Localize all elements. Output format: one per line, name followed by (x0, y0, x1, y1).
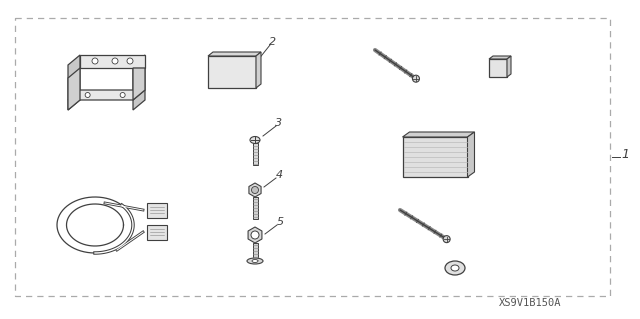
Bar (253, 197, 257, 219)
Polygon shape (256, 52, 261, 88)
Text: 4: 4 (275, 170, 283, 180)
Text: 1: 1 (621, 149, 629, 161)
Polygon shape (133, 55, 145, 110)
Polygon shape (68, 55, 80, 110)
Circle shape (251, 231, 259, 239)
Polygon shape (489, 56, 511, 59)
Polygon shape (248, 227, 262, 243)
Polygon shape (68, 68, 80, 110)
Polygon shape (208, 56, 256, 88)
FancyBboxPatch shape (147, 225, 167, 240)
Ellipse shape (250, 137, 260, 144)
Ellipse shape (252, 259, 258, 263)
Polygon shape (208, 52, 261, 56)
Polygon shape (403, 132, 474, 137)
Circle shape (85, 93, 90, 98)
Polygon shape (467, 132, 474, 177)
Ellipse shape (445, 261, 465, 275)
Bar (253, 243, 257, 261)
Circle shape (120, 93, 125, 98)
Circle shape (252, 187, 259, 194)
Polygon shape (403, 137, 467, 177)
Circle shape (412, 75, 419, 82)
Text: 3: 3 (275, 118, 283, 128)
Bar (253, 143, 257, 165)
Ellipse shape (451, 265, 459, 271)
Text: XS9V1B150A: XS9V1B150A (499, 298, 561, 308)
Ellipse shape (247, 258, 263, 264)
Polygon shape (68, 90, 145, 100)
Circle shape (112, 58, 118, 64)
Polygon shape (507, 56, 511, 77)
FancyBboxPatch shape (147, 203, 167, 218)
Polygon shape (249, 183, 261, 197)
Circle shape (92, 58, 98, 64)
Text: 5: 5 (276, 217, 284, 227)
Circle shape (443, 236, 450, 243)
Polygon shape (80, 55, 145, 68)
Polygon shape (489, 59, 507, 77)
Circle shape (127, 58, 133, 64)
Polygon shape (133, 68, 145, 100)
Text: 2: 2 (269, 37, 276, 47)
